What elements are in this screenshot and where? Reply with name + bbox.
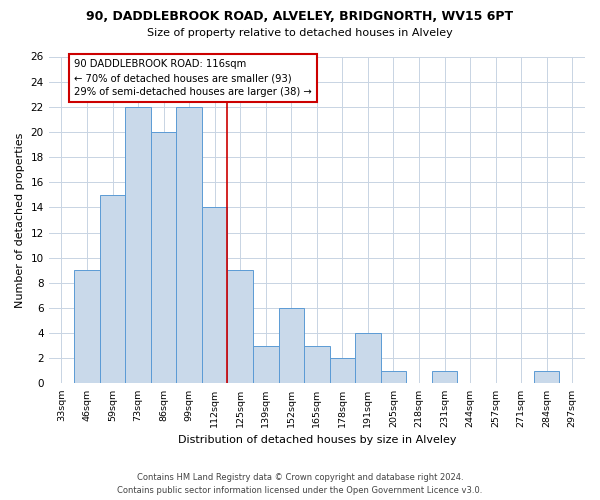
Bar (278, 308, 304, 384)
Bar (125, 107, 151, 384)
Bar (380, 371, 406, 384)
Text: 90 DADDLEBROOK ROAD: 116sqm
← 70% of detached houses are smaller (93)
29% of sem: 90 DADDLEBROOK ROAD: 116sqm ← 70% of det… (74, 59, 312, 97)
Bar (176, 107, 202, 384)
Bar (100, 195, 125, 384)
Bar (227, 270, 253, 384)
Text: Size of property relative to detached houses in Alveley: Size of property relative to detached ho… (147, 28, 453, 38)
Text: Contains HM Land Registry data © Crown copyright and database right 2024.
Contai: Contains HM Land Registry data © Crown c… (118, 474, 482, 495)
X-axis label: Distribution of detached houses by size in Alveley: Distribution of detached houses by size … (178, 435, 456, 445)
Text: 90, DADDLEBROOK ROAD, ALVELEY, BRIDGNORTH, WV15 6PT: 90, DADDLEBROOK ROAD, ALVELEY, BRIDGNORT… (86, 10, 514, 23)
Bar (534, 371, 559, 384)
Bar (202, 208, 227, 384)
Y-axis label: Number of detached properties: Number of detached properties (15, 132, 25, 308)
Bar (329, 358, 355, 384)
Bar (151, 132, 176, 384)
Bar (74, 270, 100, 384)
Bar (304, 346, 329, 384)
Bar (355, 333, 380, 384)
Bar (253, 346, 278, 384)
Bar (432, 371, 457, 384)
